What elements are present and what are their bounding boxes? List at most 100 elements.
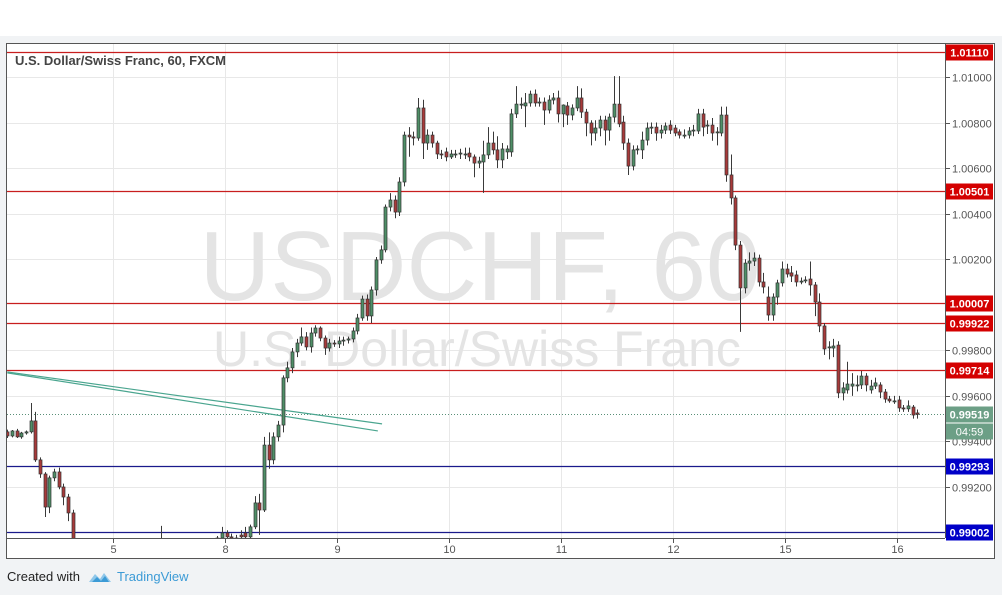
candle bbox=[346, 336, 351, 344]
candle-body bbox=[449, 153, 454, 158]
candle-body bbox=[897, 399, 902, 409]
candle-body bbox=[785, 268, 790, 275]
candle bbox=[551, 92, 556, 105]
candle bbox=[565, 102, 570, 125]
candle-body bbox=[523, 102, 528, 107]
candle bbox=[477, 156, 482, 169]
candle bbox=[276, 420, 281, 442]
candle-body bbox=[607, 116, 612, 131]
candle bbox=[327, 338, 332, 352]
candle-body bbox=[253, 502, 258, 528]
candle-body bbox=[355, 317, 360, 332]
candle-body bbox=[495, 149, 500, 161]
candle-body bbox=[332, 342, 337, 345]
candle bbox=[332, 340, 337, 347]
candle-body bbox=[383, 206, 388, 251]
candle bbox=[747, 252, 752, 271]
candle bbox=[100, 561, 103, 569]
time-axis[interactable]: 5 8 9 10 11 12 15 16 bbox=[110, 538, 904, 556]
candle-body bbox=[855, 384, 860, 387]
candle bbox=[869, 379, 874, 394]
candle bbox=[911, 404, 916, 419]
candle bbox=[253, 496, 258, 530]
candle-body bbox=[337, 340, 342, 345]
candle-body bbox=[626, 142, 631, 167]
y-tick-label: 1.00600 bbox=[952, 164, 992, 176]
level-label: 0.99714 bbox=[950, 366, 991, 378]
created-with-text: Created with bbox=[7, 569, 80, 584]
candle-body bbox=[621, 121, 626, 144]
candle bbox=[761, 272, 766, 294]
candle-body bbox=[509, 113, 514, 153]
candle-body bbox=[114, 560, 117, 562]
candle-body bbox=[747, 260, 752, 264]
candle-body bbox=[827, 346, 832, 349]
candle bbox=[43, 472, 48, 518]
candle-body bbox=[220, 532, 225, 538]
candle-body bbox=[691, 129, 696, 132]
candle-body bbox=[584, 111, 589, 124]
trend-line bbox=[7, 372, 378, 432]
candle-body bbox=[743, 262, 748, 289]
candle-body bbox=[57, 471, 62, 488]
candle bbox=[570, 104, 575, 121]
candle-body bbox=[243, 532, 248, 538]
tradingview-link[interactable]: TradingView bbox=[88, 569, 189, 584]
candle bbox=[845, 361, 850, 394]
candle bbox=[10, 430, 15, 438]
candle bbox=[267, 432, 272, 469]
candle-body bbox=[271, 436, 276, 461]
x-tick-label: 5 bbox=[110, 544, 116, 556]
candle bbox=[500, 143, 505, 169]
candle bbox=[724, 106, 729, 182]
candles bbox=[7, 76, 920, 569]
candle-body bbox=[892, 400, 897, 403]
candle bbox=[640, 131, 645, 159]
candle bbox=[467, 147, 472, 162]
candle-body bbox=[285, 367, 290, 379]
candle-body bbox=[677, 131, 682, 136]
candle bbox=[831, 338, 836, 358]
y-tick-label: 1.00400 bbox=[952, 210, 992, 222]
candle bbox=[71, 509, 76, 538]
candle-body bbox=[430, 134, 435, 144]
candle bbox=[262, 436, 267, 513]
candle-body bbox=[100, 565, 103, 567]
candle-body bbox=[906, 405, 911, 410]
candle-body bbox=[486, 142, 491, 156]
candle-body bbox=[659, 129, 664, 134]
candle bbox=[906, 400, 911, 412]
candle-body bbox=[724, 114, 729, 176]
candle-body bbox=[645, 127, 650, 141]
candle-body bbox=[397, 181, 402, 213]
price-axis[interactable]: 1.01000 1.00800 1.00600 1.00400 1.00200 0.998… bbox=[945, 73, 992, 495]
candle bbox=[687, 127, 692, 139]
candle-body bbox=[575, 97, 580, 109]
tradingview-brand: TradingView bbox=[116, 569, 189, 584]
candle-body bbox=[24, 431, 29, 434]
candle bbox=[29, 402, 34, 434]
candle bbox=[393, 195, 398, 219]
candle-body bbox=[472, 156, 477, 164]
candle bbox=[220, 526, 225, 538]
candle bbox=[579, 88, 584, 118]
candle-body bbox=[561, 104, 566, 115]
candle-body bbox=[481, 154, 486, 163]
candle bbox=[463, 147, 468, 159]
candle bbox=[859, 370, 864, 390]
candle-body bbox=[859, 375, 864, 386]
candle-body bbox=[883, 391, 888, 400]
candle-body bbox=[780, 268, 785, 284]
candle bbox=[547, 95, 552, 114]
candle bbox=[897, 395, 902, 412]
watermark-symbol: USDCHF, 60 bbox=[200, 211, 761, 321]
trend-line bbox=[7, 371, 383, 425]
candle bbox=[295, 338, 300, 358]
candle-body bbox=[458, 152, 463, 155]
candle bbox=[248, 524, 253, 538]
candle-body bbox=[444, 151, 449, 158]
candle-body bbox=[290, 351, 295, 369]
candle bbox=[360, 295, 365, 321]
candle bbox=[855, 375, 860, 392]
